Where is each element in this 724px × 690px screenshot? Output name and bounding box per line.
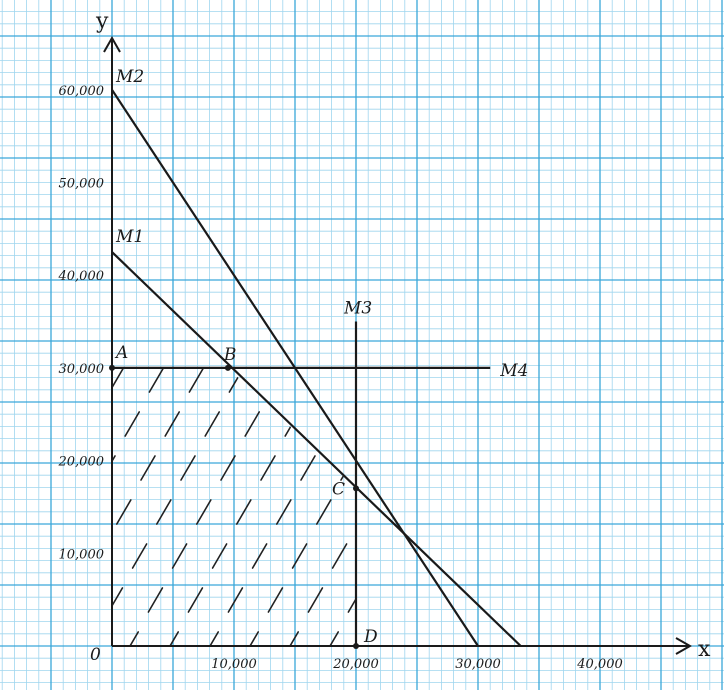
point-d-label: D — [363, 627, 378, 647]
point-a-marker — [109, 364, 115, 371]
corner-points: A B C D — [109, 343, 378, 649]
hatch-stroke — [283, 631, 300, 646]
y-tick-label: 60,000 — [59, 84, 105, 99]
y-tick-label: 40,000 — [58, 269, 105, 284]
hatch-stroke — [275, 499, 292, 525]
y-axis-label: y — [95, 9, 109, 34]
hatch-stroke — [147, 587, 164, 613]
hatch-stroke — [124, 411, 140, 437]
hatch-stroke — [227, 587, 244, 613]
tick-labels: 10,000 20,000 30,000 40,000 10,000 20,000 30,0… — [58, 84, 623, 672]
hatch-stroke — [112, 587, 124, 613]
hatch-stroke — [131, 543, 148, 569]
hatch-stroke — [251, 543, 268, 569]
x-tick-label: 30,000 — [455, 657, 501, 672]
y-tick-label: 10,000 — [59, 547, 105, 562]
y-axis-arrow — [103, 35, 121, 53]
point-c-marker — [353, 485, 359, 492]
point-b-label: B — [223, 345, 237, 365]
point-a-label: A — [114, 343, 128, 363]
series-label-m3: M3 — [343, 299, 372, 319]
hatch-stroke — [220, 455, 236, 481]
hatch-stroke — [196, 499, 212, 525]
hatch-stroke — [323, 631, 340, 646]
hatch-stroke — [331, 543, 348, 569]
hatch-stroke — [123, 631, 139, 646]
origin-label: 0 — [90, 645, 101, 665]
hatch-stroke — [188, 367, 205, 393]
hatch-stroke — [204, 411, 220, 437]
hatch-stroke — [156, 499, 172, 525]
hatch-stroke — [112, 367, 125, 393]
hatch-stroke — [236, 499, 252, 525]
hatch-stroke — [116, 499, 132, 525]
hatch-stroke — [203, 631, 219, 646]
point-c-label: C — [332, 479, 345, 499]
hatch-stroke — [140, 455, 156, 481]
x-axis-arrow — [675, 637, 693, 655]
hatch-stroke — [243, 631, 260, 646]
hatch-stroke — [244, 411, 261, 437]
constraint-lines: M1 M2 M3 M4 — [111, 67, 528, 647]
line-m1 — [111, 251, 522, 647]
hatch-stroke — [300, 455, 316, 481]
point-d-marker — [353, 643, 359, 649]
y-tick-label: 30,000 — [59, 362, 105, 377]
hatch-stroke — [148, 367, 165, 393]
axes: x y 0 — [90, 9, 711, 665]
point-b-marker — [224, 364, 231, 371]
y-tick-label: 50,000 — [59, 177, 105, 192]
x-tick-label: 10,000 — [211, 657, 257, 672]
hatch-stroke — [187, 587, 204, 613]
hatch-stroke — [180, 455, 196, 481]
hatch-stroke — [315, 499, 332, 525]
x-tick-label: 20,000 — [332, 657, 379, 672]
x-tick-label: 40,000 — [576, 657, 623, 672]
hatch-stroke — [260, 455, 276, 481]
hatch-stroke — [171, 543, 188, 569]
y-tick-label: 20,000 — [58, 455, 105, 470]
series-label-m1: M1 — [115, 227, 144, 247]
hatch-stroke — [164, 411, 180, 437]
hatch-stroke — [267, 587, 284, 613]
hatch-stroke — [163, 631, 179, 646]
hatch-stroke — [307, 587, 324, 613]
hatch-stroke — [211, 543, 228, 569]
x-axis-label: x — [698, 637, 711, 662]
series-label-m4: M4 — [499, 361, 528, 381]
series-label-m2: M2 — [115, 67, 144, 87]
hatch-stroke — [291, 543, 308, 569]
